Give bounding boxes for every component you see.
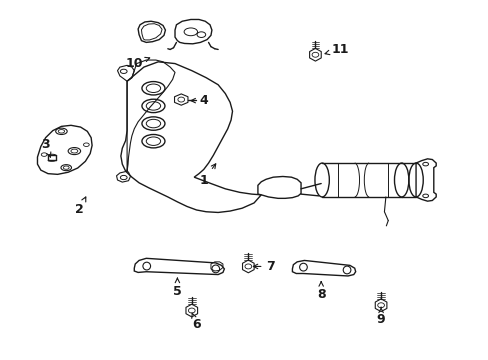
Text: 3: 3 <box>41 138 51 157</box>
Text: 5: 5 <box>173 278 182 298</box>
Text: 1: 1 <box>199 164 215 186</box>
Text: 7: 7 <box>253 260 275 273</box>
Text: 6: 6 <box>191 313 201 331</box>
Text: 8: 8 <box>316 282 325 301</box>
Text: 2: 2 <box>75 197 85 216</box>
Text: 9: 9 <box>376 307 385 326</box>
Text: 10: 10 <box>125 57 149 70</box>
Text: 11: 11 <box>325 43 348 56</box>
Text: 4: 4 <box>191 94 208 107</box>
